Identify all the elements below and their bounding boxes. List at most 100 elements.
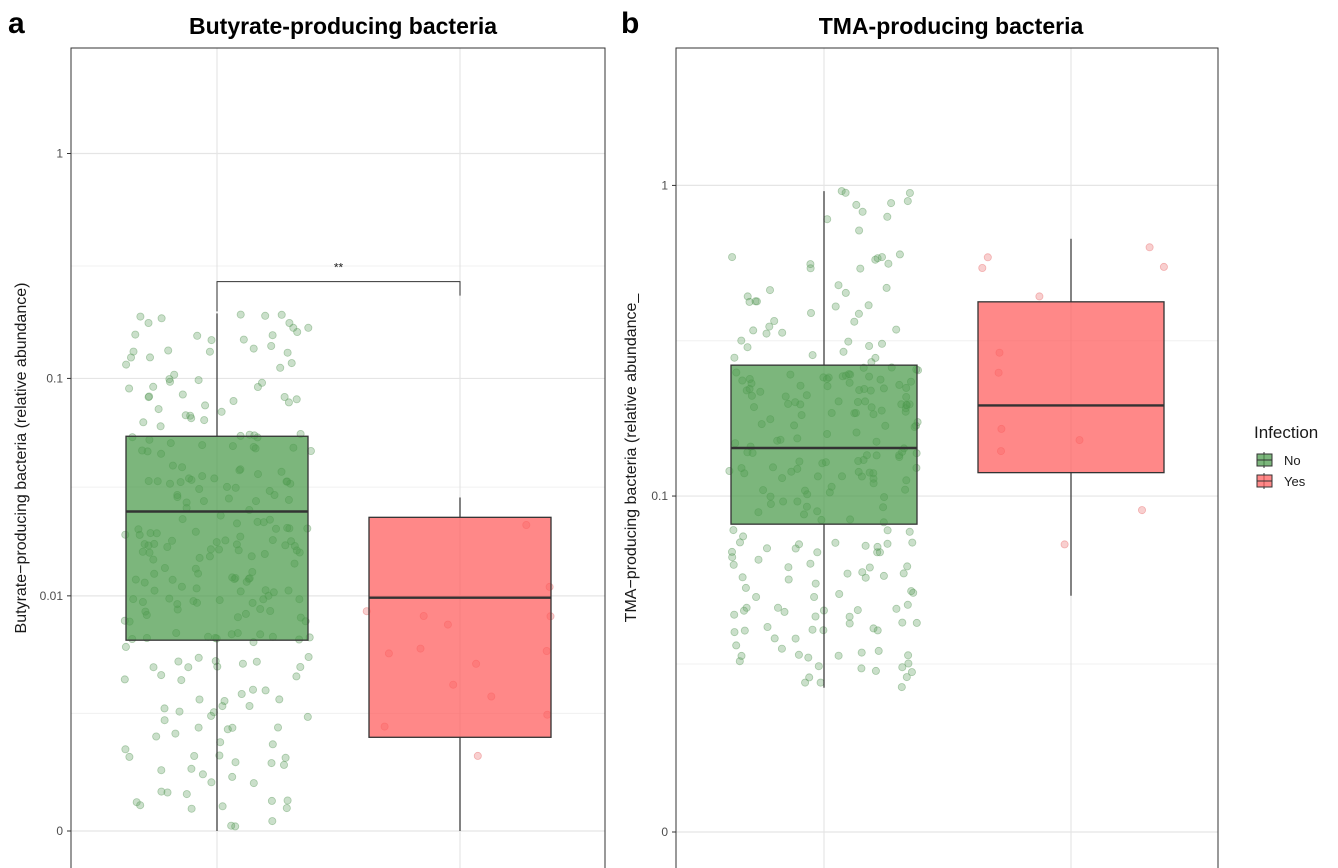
data-point: [816, 678, 825, 687]
box-yes: [977, 301, 1165, 474]
data-point: [743, 343, 752, 352]
tick-label: 0: [56, 824, 63, 838]
data-point: [878, 253, 887, 262]
data-point: [732, 641, 741, 650]
data-point: [127, 353, 136, 362]
legend-label-yes: Yes: [1284, 474, 1306, 489]
data-point: [217, 407, 226, 416]
data-point: [780, 607, 789, 616]
data-point: [892, 325, 901, 334]
data-point: [804, 653, 813, 662]
data-point: [740, 606, 749, 615]
data-point: [236, 310, 245, 319]
tick-label: 0: [661, 825, 668, 839]
data-point: [174, 657, 183, 666]
data-point: [823, 215, 832, 224]
data-point: [186, 411, 195, 420]
data-point: [144, 318, 153, 327]
data-point: [765, 322, 774, 331]
y-ticks-b: 00.11: [651, 178, 676, 839]
data-point: [814, 662, 823, 671]
data-point: [811, 612, 820, 621]
data-point: [131, 330, 140, 339]
data-point: [145, 392, 154, 401]
data-point: [160, 704, 169, 713]
data-point: [905, 527, 914, 536]
panel-frame-a: [70, 47, 606, 868]
data-point: [220, 697, 229, 706]
data-point: [905, 188, 914, 197]
data-point: [237, 690, 246, 699]
data-point: [909, 588, 918, 597]
data-point: [806, 264, 815, 273]
y-axis-label-b: TMA−producing bacteria (relative abundan…: [623, 293, 640, 623]
data-point: [178, 390, 187, 399]
data-point: [871, 255, 880, 264]
data-point: [165, 375, 174, 384]
data-point: [777, 644, 786, 653]
data-point: [136, 312, 145, 321]
data-point: [902, 673, 911, 682]
data-point: [125, 752, 134, 761]
data-point: [754, 555, 763, 564]
panel-letter-a: a: [8, 7, 25, 40]
data-point: [811, 579, 820, 588]
data-point: [752, 593, 761, 602]
data-point: [218, 702, 227, 711]
data-point: [806, 559, 815, 568]
data-point: [834, 281, 843, 290]
data-point: [897, 683, 906, 692]
data-point: [121, 642, 130, 651]
data-point: [904, 659, 913, 668]
data-point: [843, 569, 852, 578]
data-point: [850, 317, 859, 326]
data-point: [871, 353, 880, 362]
data-point: [157, 787, 166, 796]
data-point: [728, 547, 737, 556]
panel-title-b: TMA-producing bacteria: [819, 13, 1084, 39]
data-point: [845, 619, 854, 628]
data-point: [156, 422, 165, 431]
data-point: [275, 695, 284, 704]
data-point: [125, 384, 134, 393]
data-point: [198, 770, 207, 779]
data-point: [277, 310, 286, 319]
panel-frame-b: [675, 47, 1219, 868]
data-point: [139, 418, 148, 427]
data-point: [218, 802, 227, 811]
data-point: [730, 610, 739, 619]
data-point: [121, 745, 130, 754]
data-point: [834, 651, 843, 660]
data-point: [182, 790, 191, 799]
tick-label: 0.1: [651, 489, 668, 503]
data-point: [267, 759, 276, 768]
data-point: [741, 583, 750, 592]
data-point: [766, 286, 775, 295]
data-point: [132, 798, 141, 807]
data-point: [304, 323, 313, 332]
legend-label-no: No: [1284, 453, 1301, 468]
data-point: [157, 314, 166, 323]
data-point: [784, 575, 793, 584]
data-point: [854, 309, 863, 318]
data-point: [904, 651, 913, 660]
data-point: [473, 751, 482, 760]
data-point: [279, 760, 288, 769]
data-point: [283, 796, 292, 805]
panel-b: b TMA-producing bacteria TMA−producing b…: [621, 7, 1219, 868]
data-point: [739, 532, 748, 541]
data-point: [806, 260, 815, 269]
data-point: [238, 659, 247, 668]
data-point: [276, 363, 285, 372]
data-point: [892, 604, 901, 613]
data-point: [268, 740, 277, 749]
data-point: [228, 772, 237, 781]
data-point: [292, 395, 301, 404]
data-point: [742, 603, 751, 612]
data-point: [145, 353, 154, 362]
tick-label: 1: [56, 147, 63, 161]
data-point: [194, 653, 203, 662]
data-point: [791, 634, 800, 643]
data-point: [871, 666, 880, 675]
data-point: [808, 625, 817, 634]
